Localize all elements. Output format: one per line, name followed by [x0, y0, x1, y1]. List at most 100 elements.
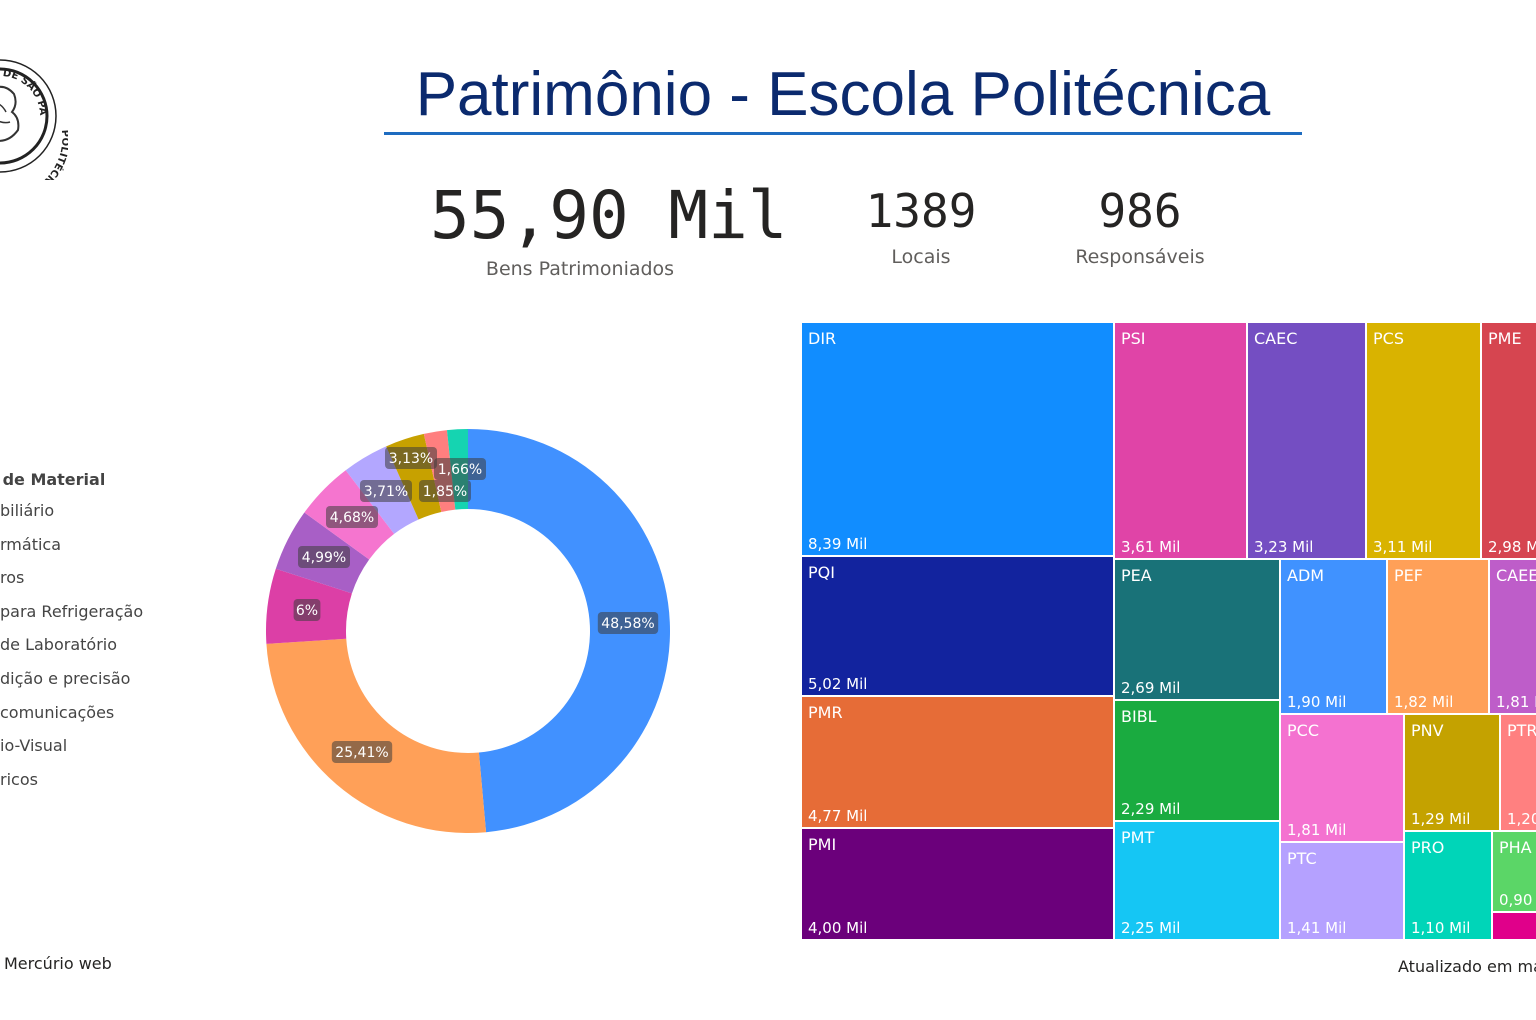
donut-data-label: 25,41% — [331, 741, 393, 763]
treemap-tile[interactable]: PRO 1,10 Mil — [1404, 831, 1492, 940]
treemap-tile-label: PMR — [808, 703, 843, 722]
treemap-tile-label: CAEE — [1496, 566, 1536, 585]
treemap-tile[interactable]: BIBL 2,29 Mil — [1114, 700, 1280, 821]
treemap-tile[interactable]: PMT 2,25 Mil — [1114, 821, 1280, 940]
treemap-tile[interactable]: PEA 2,69 Mil — [1114, 559, 1280, 700]
legend-item[interactable]: rmática — [0, 534, 62, 554]
legend-item[interactable]: comunicações — [0, 702, 115, 722]
treemap-tile-label: PNV — [1411, 721, 1444, 740]
treemap-tile[interactable]: PMI 4,00 Mil — [801, 828, 1114, 940]
legend-item[interactable]: de Laboratório — [0, 635, 118, 655]
treemap-tile-value: 4,00 Mil — [808, 919, 868, 937]
kpi-bens-value: 55,90 Mil — [430, 177, 788, 254]
legend-item[interactable]: dição e precisão — [0, 668, 131, 688]
treemap-tile-value: 1,90 Mil — [1287, 693, 1347, 711]
donut-data-label: 4,99% — [298, 546, 350, 568]
donut-slice[interactable] — [266, 638, 487, 833]
donut-data-label: 48,58% — [597, 612, 659, 634]
legend-item[interactable]: para Refrigeração — [0, 601, 144, 621]
legend-title: o de Material — [0, 470, 106, 489]
donut-data-label: 1,66% — [434, 458, 486, 480]
treemap-tile[interactable]: ADM 1,90 Mil — [1280, 559, 1387, 714]
treemap-chart: DIR 8,39 Mil PQI 5,02 Mil PMR 4,77 Mil PMI 4,00… — [801, 322, 1536, 940]
donut-data-label: 6% — [293, 599, 321, 621]
treemap-tile-value: 2,29 Mil — [1121, 800, 1181, 818]
treemap-tile[interactable]: PME 2,98 M — [1481, 322, 1536, 559]
treemap-tile[interactable]: PTC 1,41 Mil — [1280, 842, 1404, 940]
treemap-tile-label: PEF — [1394, 566, 1423, 585]
donut-data-label: 3,71% — [360, 480, 412, 502]
svg-text:6%: 6% — [296, 603, 318, 619]
treemap-tile-label: PSI — [1121, 329, 1146, 348]
donut-data-label: 4,68% — [326, 506, 378, 528]
donut-chart: 48,58% 25,41% 6% 4,99% 4,68% 3,71% 3,13% 1,85% 1… — [266, 429, 671, 833]
treemap-tile[interactable] — [1492, 912, 1536, 940]
donut-data-label: 1,85% — [419, 480, 471, 502]
treemap-tile-label: BIBL — [1121, 707, 1157, 726]
treemap-tile[interactable]: CAEC 3,23 Mil — [1247, 322, 1366, 559]
svg-text:3,71%: 3,71% — [364, 484, 408, 500]
treemap-tile[interactable]: PNV 1,29 Mil — [1404, 714, 1500, 831]
treemap-tile-value: 2,98 M — [1488, 538, 1536, 556]
kpi-responsaveis-value: 986 — [1098, 184, 1182, 238]
legend-item[interactable]: ricos — [0, 769, 38, 789]
treemap-tile[interactable]: PEF 1,82 Mil — [1387, 559, 1489, 714]
treemap-tile-label: PMI — [808, 835, 837, 854]
svg-text:3,13%: 3,13% — [389, 451, 433, 467]
treemap-tile-label: PCC — [1287, 721, 1319, 740]
treemap-tile-value: 1,20 — [1507, 810, 1536, 828]
treemap-tile-label: PEA — [1121, 566, 1152, 585]
treemap-tile-label: CAEC — [1254, 329, 1298, 348]
treemap-tile[interactable]: PMR 4,77 Mil — [801, 696, 1114, 828]
svg-text:4,99%: 4,99% — [302, 550, 346, 566]
treemap-tile-label: PRO — [1411, 838, 1445, 857]
treemap-tile[interactable]: PHA 0,90 M — [1492, 831, 1536, 912]
treemap-tile-value: 1,82 Mil — [1394, 693, 1454, 711]
kpi-bens-label: Bens Patrimoniados — [485, 258, 675, 280]
svg-text:1,85%: 1,85% — [423, 484, 467, 500]
treemap-tile-label: DIR — [808, 329, 837, 348]
treemap-tile[interactable]: PCS 3,11 Mil — [1366, 322, 1481, 559]
treemap-tile-value: 1,81 Mil — [1287, 821, 1347, 839]
treemap-tile-label: PTC — [1287, 849, 1317, 868]
treemap-tile-label: ADM — [1287, 566, 1325, 585]
legend-item[interactable]: biliário — [0, 501, 55, 520]
treemap-tile-label: PTR — [1507, 721, 1536, 740]
svg-text:POLITÉCNICA: POLITÉCNICA — [27, 129, 68, 180]
treemap-tile-value: 2,69 Mil — [1121, 679, 1181, 697]
footer-updated: Atualizado em ma — [1398, 957, 1536, 976]
treemap-tile[interactable]: PSI 3,61 Mil — [1114, 322, 1247, 559]
donut-slice[interactable] — [468, 429, 671, 833]
treemap-tile-value: 0,90 M — [1499, 891, 1536, 909]
treemap-tile-label: PME — [1488, 329, 1522, 348]
treemap-tile[interactable]: PCC 1,81 Mil — [1280, 714, 1404, 842]
treemap-tile-value: 4,77 Mil — [808, 807, 868, 825]
treemap-tile-value: 3,11 Mil — [1373, 538, 1433, 556]
treemap-tile-value: 1,41 Mil — [1287, 919, 1347, 937]
footer-source: Mercúrio web — [4, 954, 112, 973]
chart-legend: o de Material biliário rmática ros para … — [0, 470, 200, 796]
treemap-tile-value: 1,29 Mil — [1411, 810, 1471, 828]
treemap-tile-value: 3,61 Mil — [1121, 538, 1181, 556]
treemap-tile[interactable]: DIR 8,39 Mil — [801, 322, 1114, 556]
treemap-tile[interactable]: PQI 5,02 Mil — [801, 556, 1114, 696]
treemap-tile-label: PCS — [1373, 329, 1404, 348]
page-title: Patrimônio - Escola Politécnica — [415, 60, 1271, 129]
svg-text:1,66%: 1,66% — [438, 462, 482, 478]
treemap-tile[interactable]: PTR 1,20 — [1500, 714, 1536, 831]
kpi-responsaveis-label: Responsáveis — [1075, 246, 1205, 268]
svg-text:4,68%: 4,68% — [330, 510, 374, 526]
university-seal-icon: DE SÃO PAULO POLITÉCNICA — [0, 50, 68, 180]
legend-item[interactable]: io-Visual — [0, 736, 68, 756]
treemap-tile-label: PMT — [1121, 828, 1155, 847]
kpi-locais-value: 1389 — [865, 184, 977, 238]
treemap-tile-value: 1,81 M — [1496, 693, 1536, 711]
legend-item[interactable]: ros — [0, 568, 25, 588]
treemap-tile-label: PHA — [1499, 838, 1532, 857]
treemap-tile-value: 2,25 Mil — [1121, 919, 1181, 937]
title-underline — [384, 132, 1302, 135]
treemap-tile-value: 1,10 Mil — [1411, 919, 1471, 937]
treemap-tile-value: 8,39 Mil — [808, 535, 868, 553]
treemap-tile[interactable]: CAEE 1,81 M — [1489, 559, 1536, 714]
treemap-tile-value: 3,23 Mil — [1254, 538, 1314, 556]
